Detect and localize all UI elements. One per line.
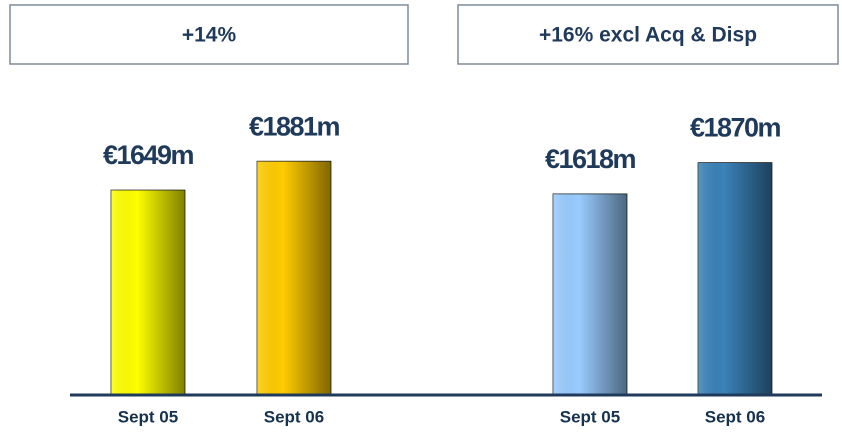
x-tick-label: Sept 05 [118,407,178,426]
title-box [9,4,409,65]
x-tick-label: Sept 06 [264,407,324,426]
value-label: €1881m [249,111,340,141]
bar-shade [111,190,185,395]
bar-shade [257,161,331,395]
title-box [457,4,839,65]
x-tick-label: Sept 06 [705,407,765,426]
value-label: €1649m [103,140,194,170]
x-tick-label: Sept 05 [560,407,620,426]
value-label: €1618m [545,144,636,174]
group-title: +14% [182,24,237,47]
value-label: €1870m [690,113,781,143]
group-title: +16% excl Acq & Disp [539,24,757,47]
bar-shade [698,162,772,395]
bar-shade [553,193,627,395]
